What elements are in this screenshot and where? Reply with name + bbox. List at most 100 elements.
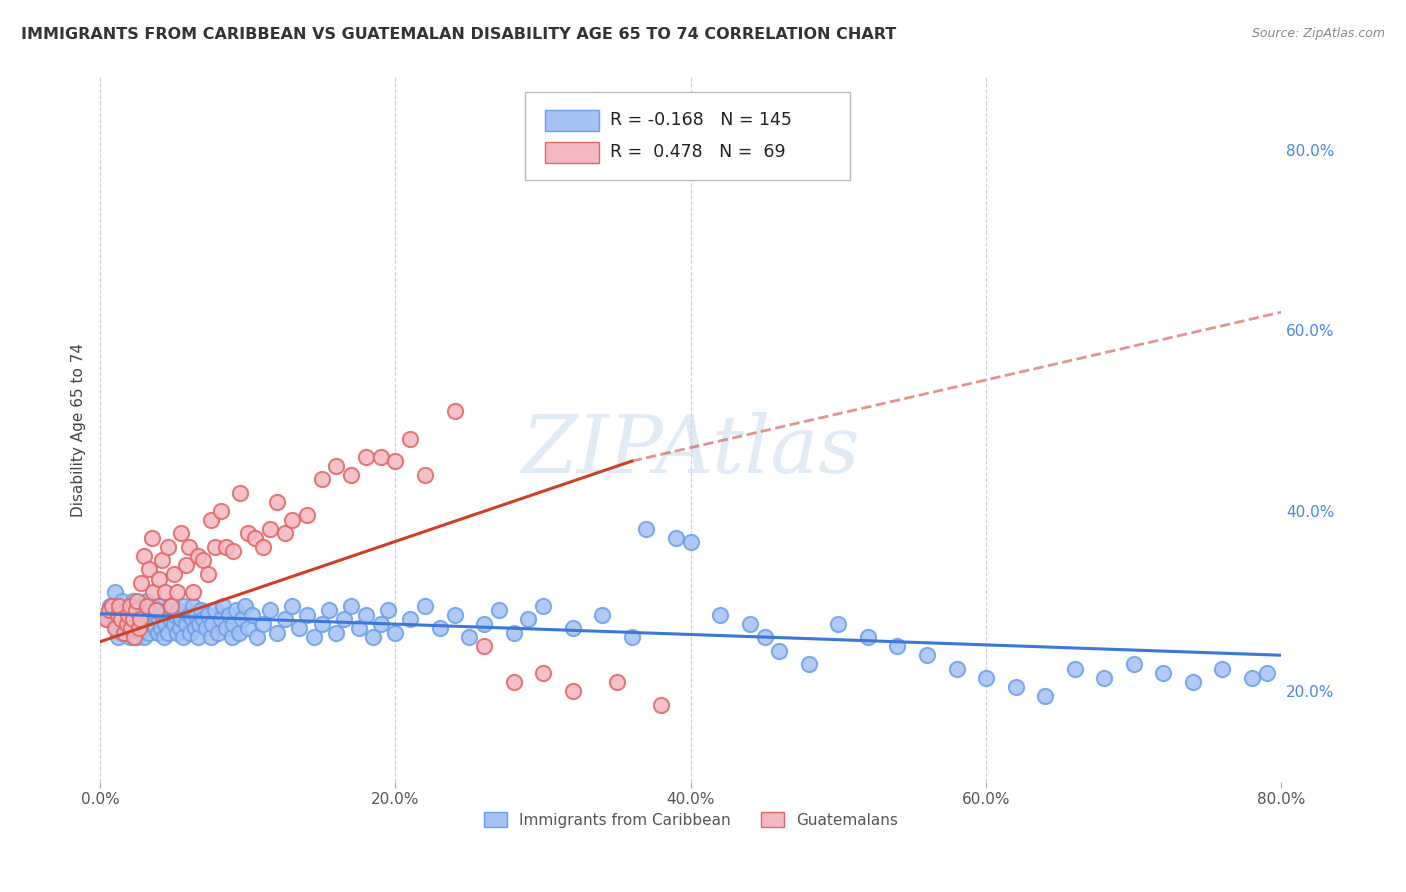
- Point: [502, 675, 524, 690]
- Point: [187, 549, 209, 563]
- Point: [187, 630, 209, 644]
- Point: [768, 644, 790, 658]
- Point: [1152, 666, 1174, 681]
- Point: [142, 585, 165, 599]
- Y-axis label: Disability Age 65 to 74: Disability Age 65 to 74: [72, 343, 86, 516]
- Point: [915, 648, 938, 663]
- Point: [125, 594, 148, 608]
- Point: [131, 576, 153, 591]
- Point: [94, 612, 117, 626]
- Point: [399, 432, 422, 446]
- Point: [273, 612, 295, 626]
- Point: [107, 630, 129, 644]
- Point: [259, 522, 281, 536]
- Point: [229, 485, 252, 500]
- Point: [204, 603, 226, 617]
- Point: [136, 599, 159, 613]
- Point: [517, 612, 540, 626]
- Point: [122, 630, 145, 644]
- Point: [650, 698, 672, 712]
- Point: [325, 625, 347, 640]
- Point: [488, 603, 510, 617]
- Point: [886, 639, 908, 653]
- Point: [132, 607, 155, 622]
- Point: [173, 599, 195, 613]
- Point: [165, 607, 187, 622]
- Bar: [546, 110, 599, 131]
- Point: [225, 603, 247, 617]
- Point: [181, 599, 204, 613]
- Point: [1033, 689, 1056, 703]
- Point: [1256, 666, 1278, 681]
- Point: [295, 607, 318, 622]
- Point: [211, 599, 233, 613]
- Point: [281, 513, 304, 527]
- Point: [142, 599, 165, 613]
- Point: [128, 621, 150, 635]
- Point: [273, 526, 295, 541]
- Point: [112, 625, 135, 640]
- Point: [295, 508, 318, 523]
- Point: [124, 616, 146, 631]
- Point: [200, 513, 222, 527]
- Point: [738, 616, 761, 631]
- Point: [118, 630, 141, 644]
- Point: [190, 603, 212, 617]
- Point: [135, 603, 157, 617]
- Point: [458, 630, 481, 644]
- Point: [204, 540, 226, 554]
- Point: [259, 603, 281, 617]
- Point: [153, 585, 176, 599]
- Point: [1122, 657, 1144, 672]
- Point: [193, 553, 215, 567]
- Point: [200, 630, 222, 644]
- Point: [117, 607, 139, 622]
- Point: [150, 607, 173, 622]
- Point: [128, 612, 150, 626]
- Point: [797, 657, 820, 672]
- Point: [1240, 671, 1263, 685]
- Point: [107, 607, 129, 622]
- Point: [443, 607, 465, 622]
- Point: [288, 621, 311, 635]
- Point: [181, 585, 204, 599]
- Point: [118, 599, 141, 613]
- Point: [129, 621, 152, 635]
- Point: [141, 531, 163, 545]
- Point: [209, 612, 232, 626]
- Point: [218, 607, 240, 622]
- Point: [167, 603, 190, 617]
- Point: [145, 603, 167, 617]
- Point: [148, 572, 170, 586]
- Point: [104, 585, 127, 599]
- Point: [108, 599, 131, 613]
- Point: [1211, 662, 1233, 676]
- Point: [413, 599, 436, 613]
- Point: [472, 616, 495, 631]
- Point: [827, 616, 849, 631]
- Point: [101, 599, 124, 613]
- Point: [131, 625, 153, 640]
- Point: [340, 599, 363, 613]
- Point: [591, 607, 613, 622]
- Point: [145, 607, 167, 622]
- Point: [110, 603, 132, 617]
- Point: [754, 630, 776, 644]
- Point: [443, 404, 465, 418]
- Point: [163, 567, 186, 582]
- Point: [246, 630, 269, 644]
- Point: [531, 666, 554, 681]
- Point: [104, 621, 127, 635]
- Point: [240, 607, 263, 622]
- Point: [134, 616, 156, 631]
- Point: [184, 607, 207, 622]
- Point: [121, 621, 143, 635]
- Point: [111, 625, 134, 640]
- Point: [152, 630, 174, 644]
- Point: [197, 567, 219, 582]
- Bar: [546, 142, 599, 162]
- Point: [139, 607, 162, 622]
- Point: [125, 630, 148, 644]
- Point: [228, 625, 250, 640]
- Point: [117, 621, 139, 635]
